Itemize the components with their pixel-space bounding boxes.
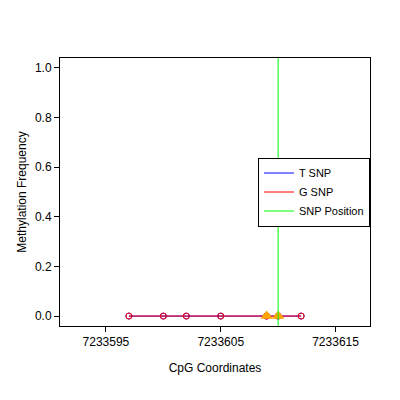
svg-text:CpG Coordinates: CpG Coordinates bbox=[169, 361, 262, 375]
svg-text:1.0: 1.0 bbox=[35, 61, 52, 75]
svg-text:0.2: 0.2 bbox=[35, 260, 52, 274]
svg-text:G SNP: G SNP bbox=[299, 186, 333, 198]
svg-text:SNP Position: SNP Position bbox=[299, 205, 364, 217]
svg-text:7233615: 7233615 bbox=[312, 335, 359, 349]
svg-text:T SNP: T SNP bbox=[299, 167, 331, 179]
svg-text:0.6: 0.6 bbox=[35, 160, 52, 174]
svg-text:0.8: 0.8 bbox=[35, 111, 52, 125]
svg-text:Methylation Frequency: Methylation Frequency bbox=[15, 131, 29, 252]
svg-text:7233605: 7233605 bbox=[197, 335, 244, 349]
svg-text:0.0: 0.0 bbox=[35, 309, 52, 323]
svg-text:0.4: 0.4 bbox=[35, 210, 52, 224]
svg-text:7233595: 7233595 bbox=[83, 335, 130, 349]
